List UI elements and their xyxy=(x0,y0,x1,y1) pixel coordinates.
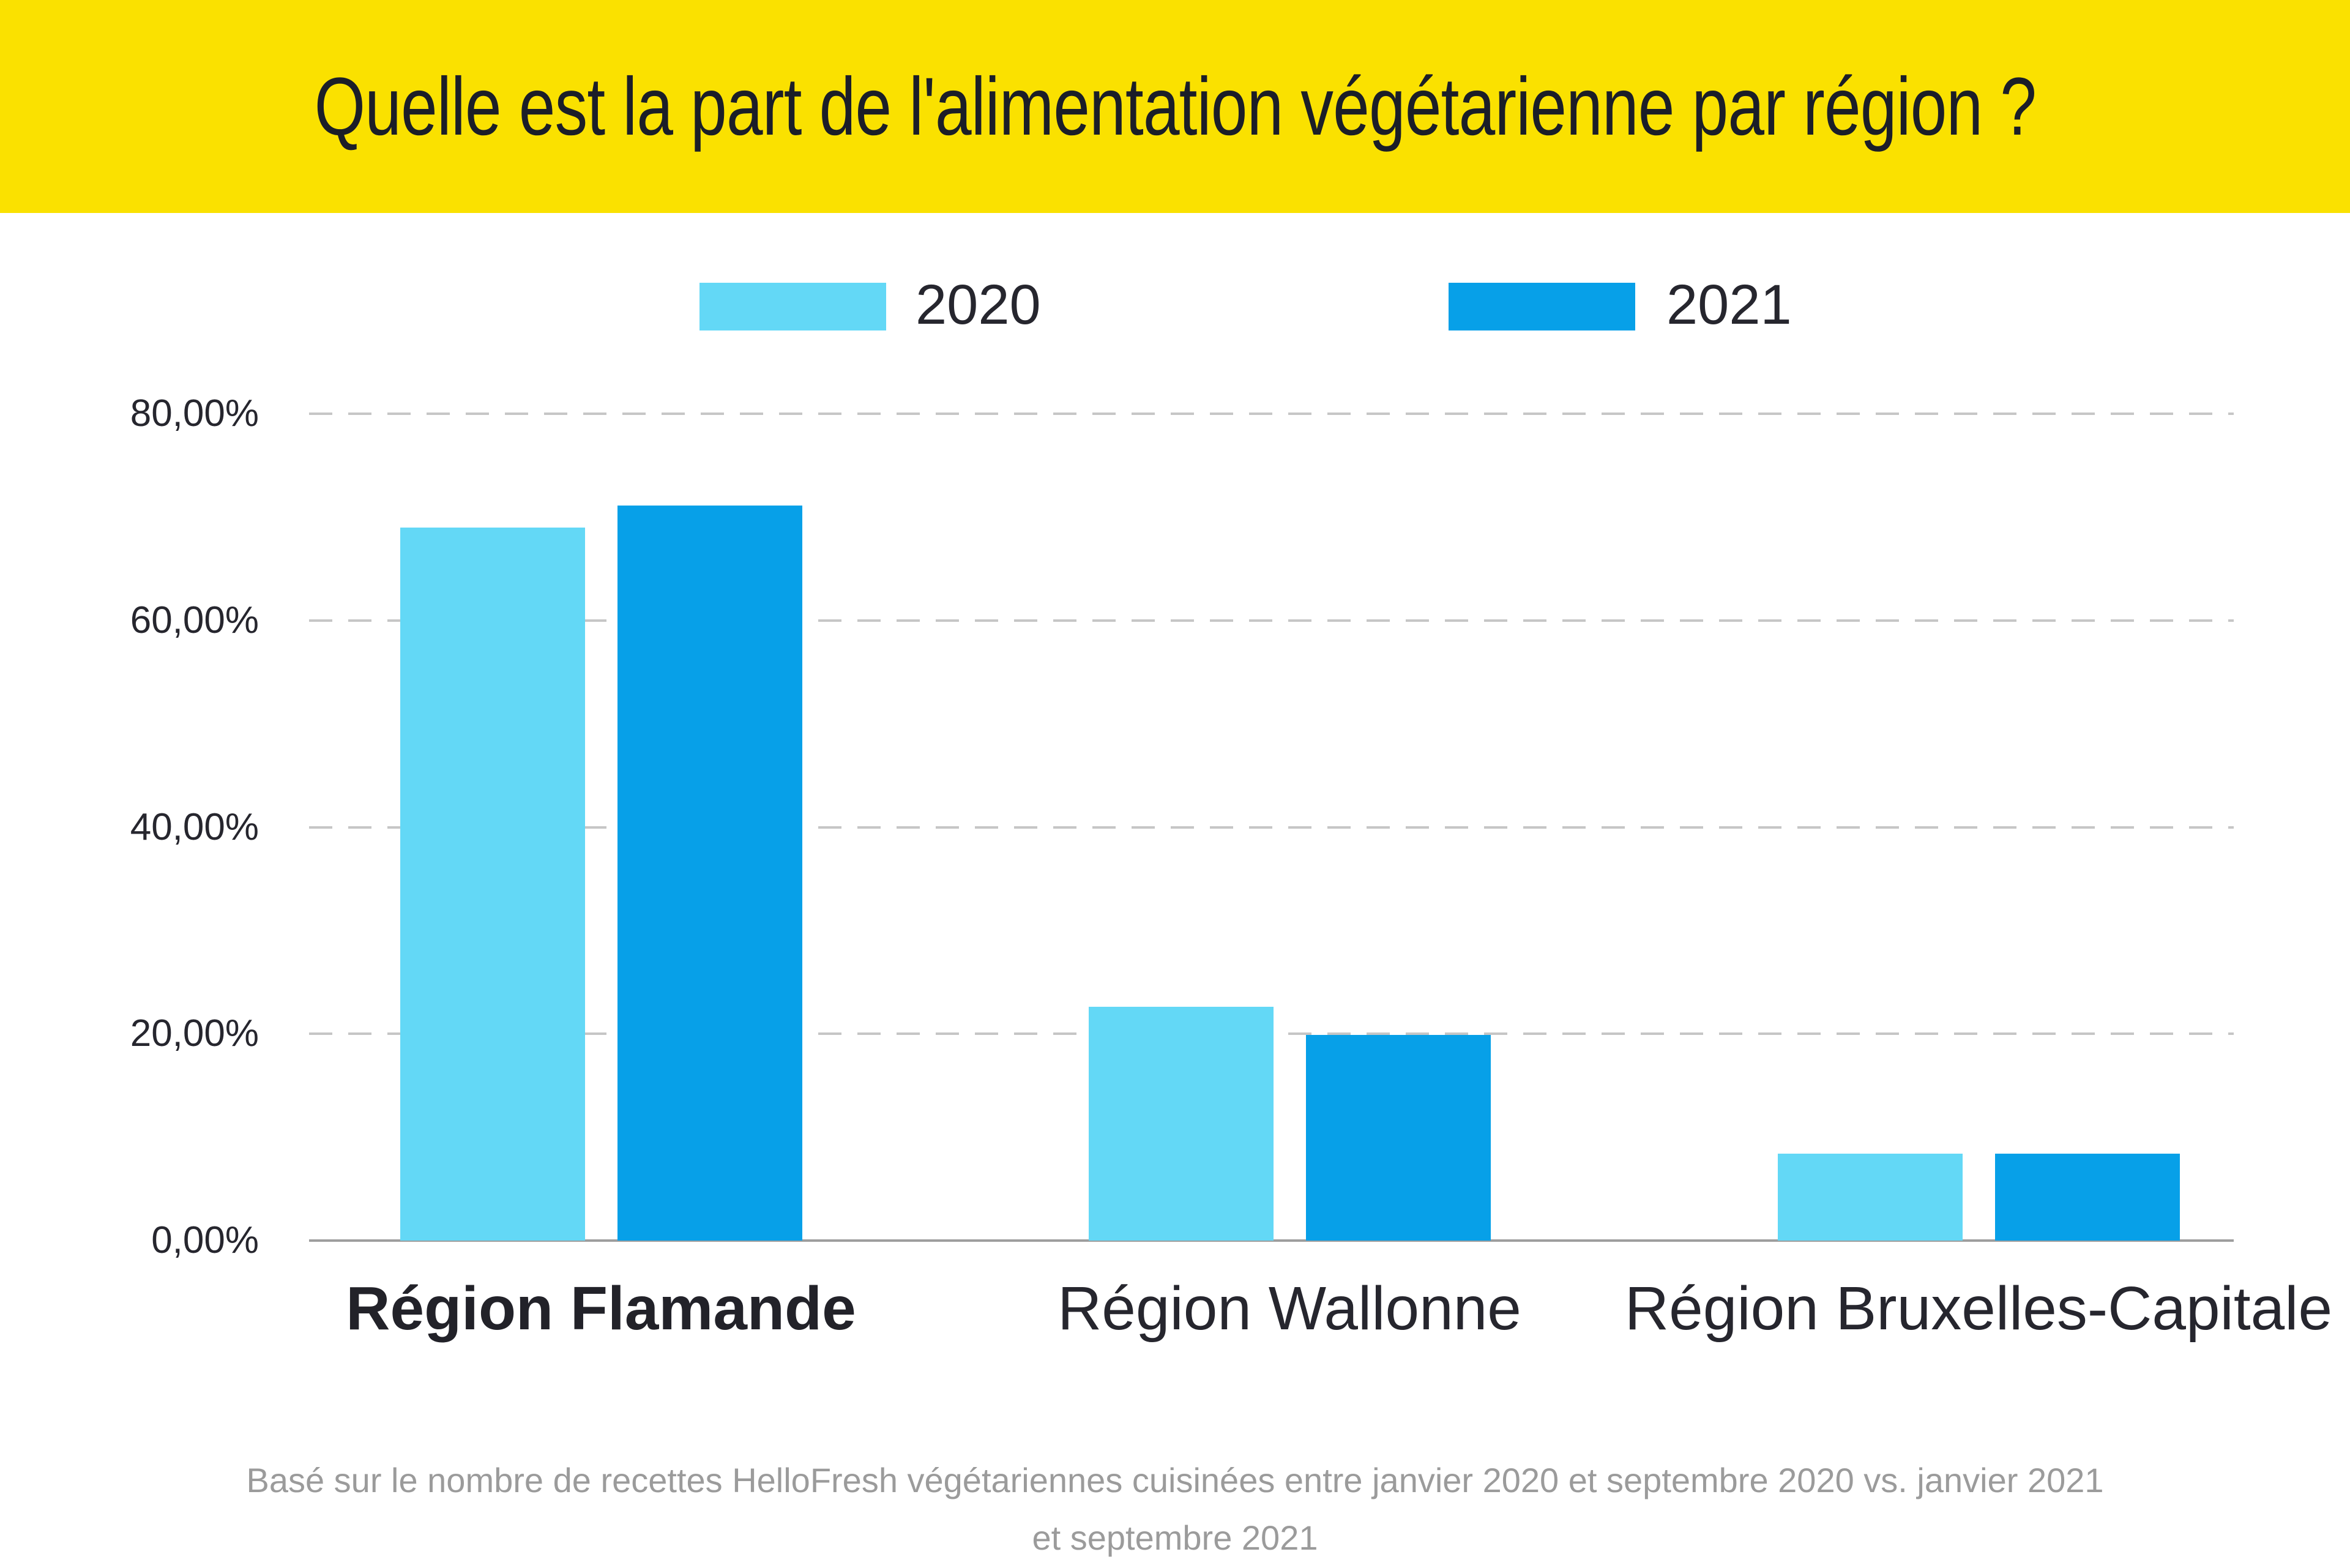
bar-2021-r-gion-bruxelles-capitale xyxy=(1994,1154,2180,1241)
gridline-80 xyxy=(309,413,2234,415)
bar-2020-r-gion-bruxelles-capitale xyxy=(1777,1154,1963,1241)
x-category-label-r-gion-flamande: Région Flamande xyxy=(346,1274,856,1343)
x-axis-line xyxy=(309,1239,2234,1242)
title-banner: Quelle est la part de l'alimentation vég… xyxy=(0,0,2350,213)
chart-title: Quelle est la part de l'alimentation vég… xyxy=(314,61,2036,152)
bar-2021-r-gion-wallonne xyxy=(1305,1034,1491,1241)
y-tick-label-0: 0,00% xyxy=(151,1219,259,1261)
y-tick-label-80: 80,00% xyxy=(130,392,259,435)
footnote-line-2: et septembre 2021 xyxy=(1032,1518,1318,1557)
y-tick-label-20: 20,00% xyxy=(130,1012,259,1055)
gridline-40 xyxy=(309,826,2234,829)
legend-swatch-2020 xyxy=(699,283,886,330)
bar-2020-r-gion-wallonne xyxy=(1088,1007,1274,1241)
y-tick-label-40: 40,00% xyxy=(130,805,259,848)
bar-2020-r-gion-flamande xyxy=(400,527,585,1241)
x-category-label-r-gion-bruxelles-capitale: Région Bruxelles-Capitale xyxy=(1624,1274,2333,1343)
footnote: Basé sur le nombre de recettes HelloFres… xyxy=(86,1452,2264,1567)
y-tick-label-60: 60,00% xyxy=(130,599,259,641)
bar-2021-r-gion-flamande xyxy=(617,506,802,1241)
gridline-60 xyxy=(309,619,2234,622)
footnote-line-1: Basé sur le nombre de recettes HelloFres… xyxy=(246,1461,2104,1499)
x-category-label-r-gion-wallonne: Région Wallonne xyxy=(1058,1274,1521,1343)
legend-label-2020: 2020 xyxy=(916,274,1041,336)
legend-label-2021: 2021 xyxy=(1666,274,1792,336)
legend-swatch-2021 xyxy=(1449,283,1635,330)
